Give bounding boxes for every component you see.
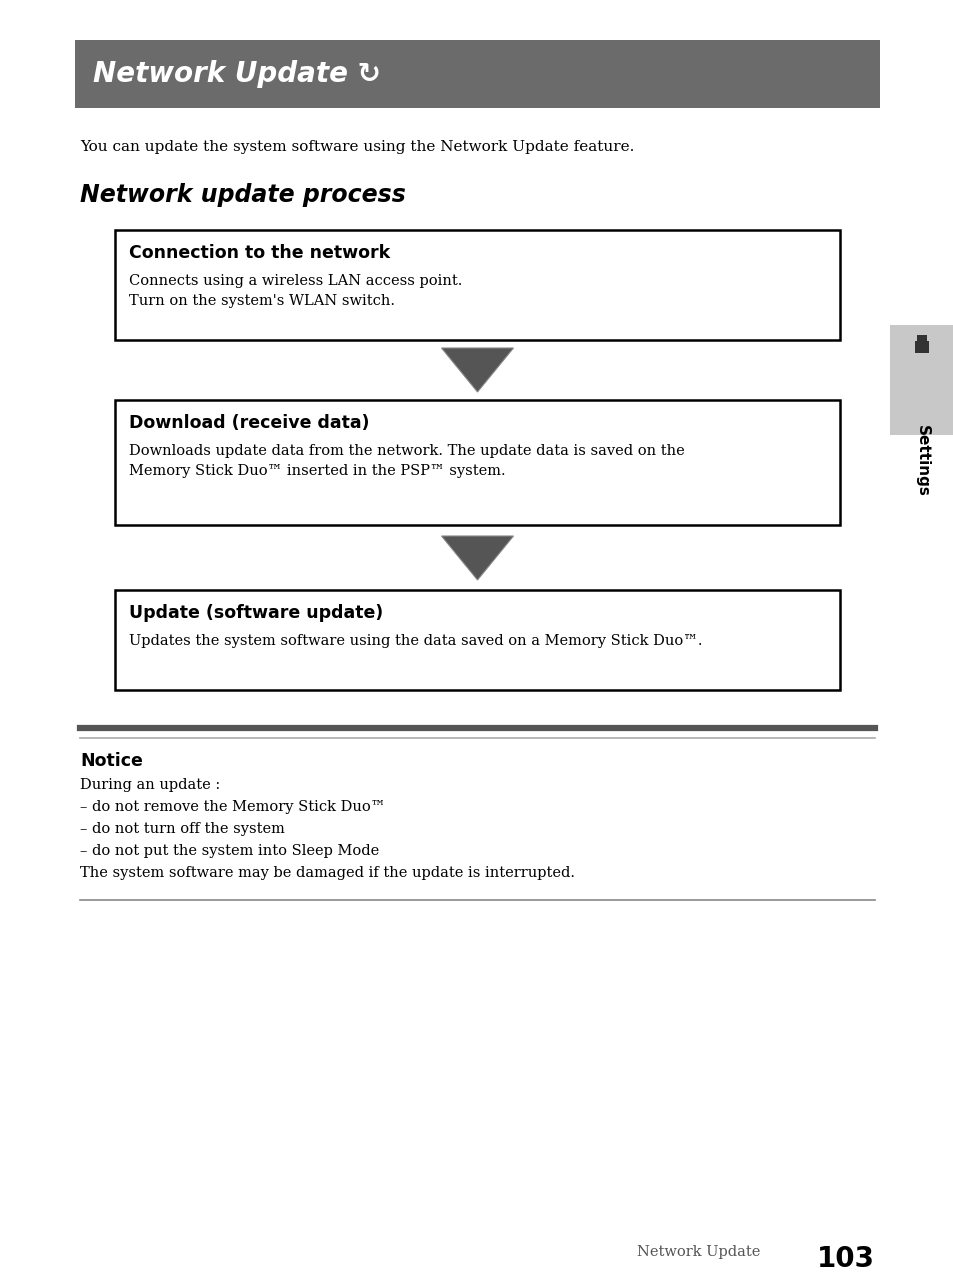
Text: Update (software update): Update (software update): [129, 604, 383, 622]
Bar: [115, 230, 840, 341]
Bar: [889, 325, 953, 436]
Text: You can update the system software using the Network Update feature.: You can update the system software using…: [80, 140, 634, 154]
Text: Downloads update data from the network. The update data is saved on the
Memory S: Downloads update data from the network. …: [129, 445, 684, 478]
Text: The system software may be damaged if the update is interrupted.: The system software may be damaged if th…: [80, 866, 575, 880]
Bar: [916, 335, 926, 343]
Text: Settings: Settings: [914, 425, 928, 497]
Text: Notice: Notice: [80, 752, 143, 770]
Text: Updates the system software using the data saved on a Memory Stick Duo™.: Updates the system software using the da…: [129, 634, 701, 648]
Bar: [115, 400, 840, 526]
Text: 103: 103: [816, 1245, 874, 1273]
Text: – do not put the system into Sleep Mode: – do not put the system into Sleep Mode: [80, 844, 379, 858]
Text: Download (receive data): Download (receive data): [129, 414, 369, 432]
Text: Network update process: Network update process: [80, 182, 405, 207]
Text: Connects using a wireless LAN access point.
Turn on the system's WLAN switch.: Connects using a wireless LAN access poi…: [129, 274, 462, 308]
Polygon shape: [441, 536, 513, 580]
Bar: [115, 590, 840, 690]
Bar: [75, 40, 879, 108]
Text: During an update :: During an update :: [80, 777, 220, 792]
Bar: [914, 341, 928, 353]
Polygon shape: [441, 348, 513, 392]
Text: Network Update ↻: Network Update ↻: [92, 60, 380, 87]
Text: Network Update: Network Update: [636, 1245, 760, 1259]
Text: – do not turn off the system: – do not turn off the system: [80, 822, 285, 837]
Text: Connection to the network: Connection to the network: [129, 244, 390, 262]
Text: – do not remove the Memory Stick Duo™: – do not remove the Memory Stick Duo™: [80, 801, 385, 813]
